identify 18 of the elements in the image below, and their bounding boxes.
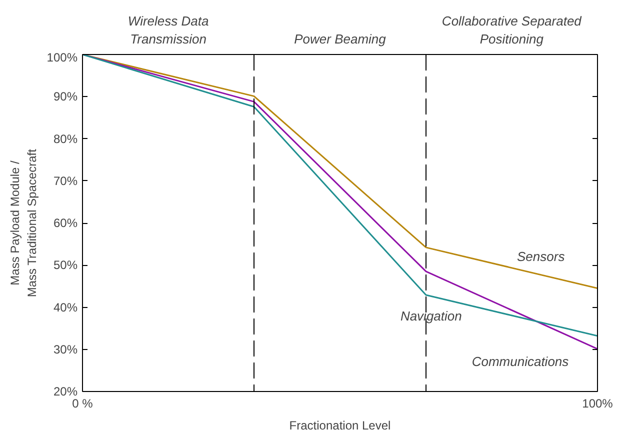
- y-tick-label: 100%: [46, 50, 78, 64]
- y-tick-label: 60%: [53, 216, 78, 230]
- text: Power Beaming: [294, 32, 387, 46]
- y-tick-label: 80%: [53, 132, 78, 146]
- y-tick-label: 50%: [53, 258, 78, 272]
- text: Wireless Data Transmission: [128, 14, 209, 46]
- text: Collaborative Separated Positioning: [442, 14, 582, 46]
- x-tick-label: 0 %: [72, 396, 94, 410]
- y-tick-label: 30%: [53, 342, 78, 356]
- y-tick-label: 40%: [53, 300, 78, 314]
- series-label: Sensors: [517, 249, 566, 264]
- y-tick-label: 90%: [53, 90, 78, 104]
- x-axis-title: Fractionation Level: [289, 418, 391, 432]
- y-axis-title: Mass Payload Module / Mass Traditional Spacecraft: [8, 148, 39, 298]
- series-label: Navigation: [400, 308, 462, 324]
- y-tick-label: 20%: [53, 384, 78, 398]
- y-tick-label: 70%: [53, 174, 78, 188]
- series-label: Communications: [472, 354, 570, 370]
